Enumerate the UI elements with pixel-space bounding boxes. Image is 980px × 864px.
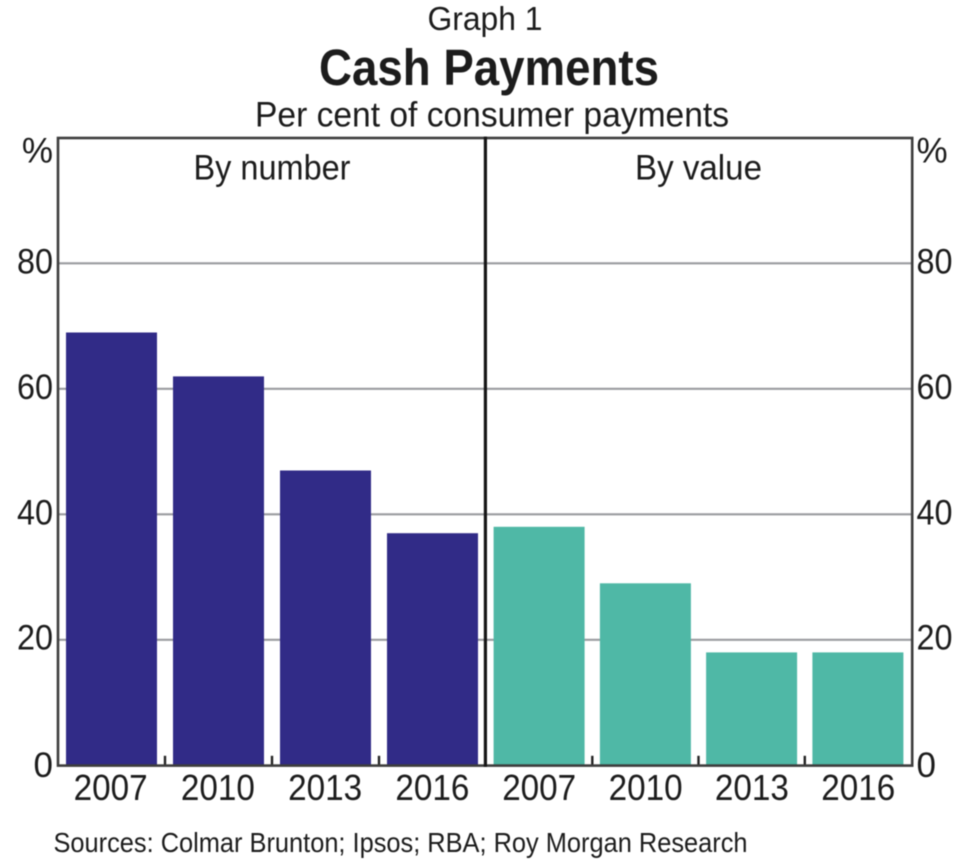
svg-text:2010: 2010	[609, 767, 683, 808]
svg-text:20: 20	[917, 619, 953, 658]
svg-text:Sources: Colmar Brunton; Ipsos: Sources: Colmar Brunton; Ipsos; RBA; Roy…	[54, 827, 748, 858]
svg-text:2013: 2013	[715, 767, 789, 808]
svg-text:80: 80	[917, 243, 953, 282]
svg-text:Cash Payments: Cash Payments	[319, 39, 659, 96]
svg-text:Graph 1: Graph 1	[428, 0, 543, 37]
svg-text:2007: 2007	[502, 767, 576, 808]
svg-text:Per cent of consumer payments: Per cent of consumer payments	[255, 96, 729, 135]
svg-text:2016: 2016	[395, 767, 469, 808]
svg-text:0: 0	[917, 746, 936, 785]
svg-text:2010: 2010	[181, 767, 255, 808]
svg-text:2013: 2013	[288, 767, 362, 808]
svg-text:%: %	[917, 132, 948, 171]
svg-text:2016: 2016	[821, 767, 895, 808]
svg-text:40: 40	[17, 493, 53, 532]
svg-text:2007: 2007	[74, 767, 148, 808]
svg-text:%: %	[22, 132, 53, 171]
svg-text:80: 80	[17, 243, 53, 282]
svg-text:40: 40	[917, 493, 953, 532]
svg-text:By value: By value	[635, 149, 762, 188]
svg-text:0: 0	[34, 746, 53, 785]
svg-text:20: 20	[17, 619, 53, 658]
svg-text:60: 60	[917, 368, 953, 407]
svg-text:60: 60	[17, 368, 53, 407]
svg-text:By number: By number	[194, 149, 351, 188]
